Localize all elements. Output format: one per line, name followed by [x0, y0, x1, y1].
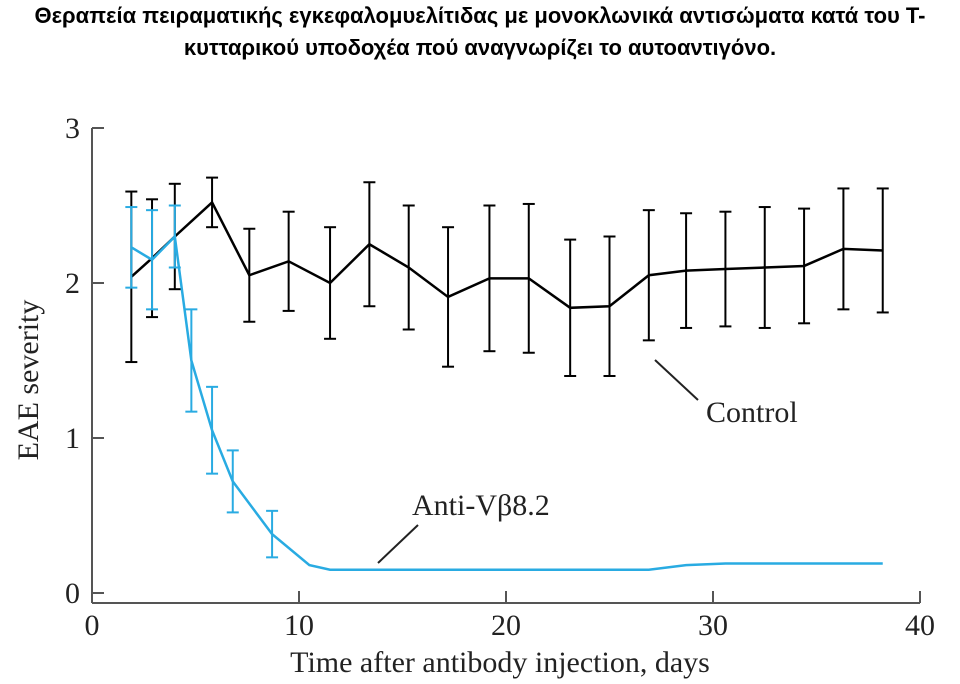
x-tick-label: 30 [698, 609, 728, 642]
leader-line [377, 524, 419, 564]
series-label: Control [706, 396, 798, 429]
x-tick-label: 40 [905, 609, 935, 642]
y-tick-label: 3 [65, 112, 80, 145]
x-tick-label: 10 [284, 609, 314, 642]
x-axis-label: Time after antibody injection, days [290, 646, 710, 679]
title: Θεραπεία πειραματικής εγκεφαλομυελίτιδας… [34, 3, 926, 60]
series-line [130, 200, 883, 310]
y-axis-label: EAE severity [12, 300, 45, 461]
y-tick-label: 0 [65, 577, 80, 610]
x-tick-label: 20 [491, 609, 521, 642]
leader-line [654, 359, 699, 401]
y-tick-label: 1 [65, 422, 80, 455]
x-tick-label: 0 [85, 609, 100, 642]
series-label: Anti-Vβ8.2 [412, 489, 550, 522]
series-line [130, 233, 883, 571]
y-tick-label: 2 [65, 267, 80, 300]
